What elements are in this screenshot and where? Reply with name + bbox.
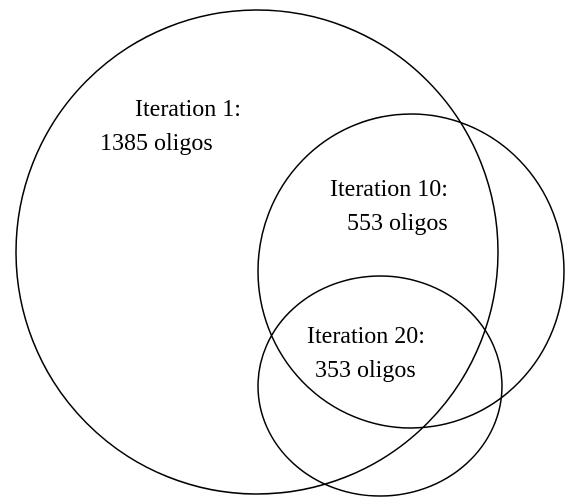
- set-circle: [257, 113, 565, 429]
- set-label: Iteration 10:: [330, 176, 448, 202]
- set-size: 553 oligos: [347, 210, 448, 236]
- set-circle: [15, 9, 499, 495]
- set-size: 353 oligos: [315, 357, 416, 383]
- set-label: Iteration 1:: [135, 96, 241, 122]
- set-size: 1385 oligos: [100, 130, 213, 156]
- set-label: Iteration 20:: [307, 323, 425, 349]
- set-circle: [257, 275, 503, 497]
